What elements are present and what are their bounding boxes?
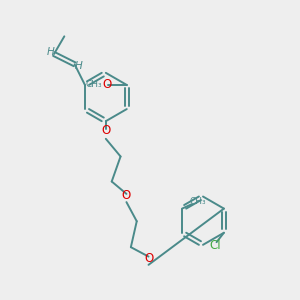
Text: O: O <box>145 252 154 265</box>
Text: H: H <box>46 47 54 57</box>
Text: O: O <box>102 78 112 92</box>
Text: O: O <box>122 189 131 202</box>
Text: CH₃: CH₃ <box>85 80 102 89</box>
Text: H: H <box>74 61 82 71</box>
Text: O: O <box>101 124 110 137</box>
Text: CH₃: CH₃ <box>190 197 207 206</box>
Text: Cl: Cl <box>209 238 221 252</box>
